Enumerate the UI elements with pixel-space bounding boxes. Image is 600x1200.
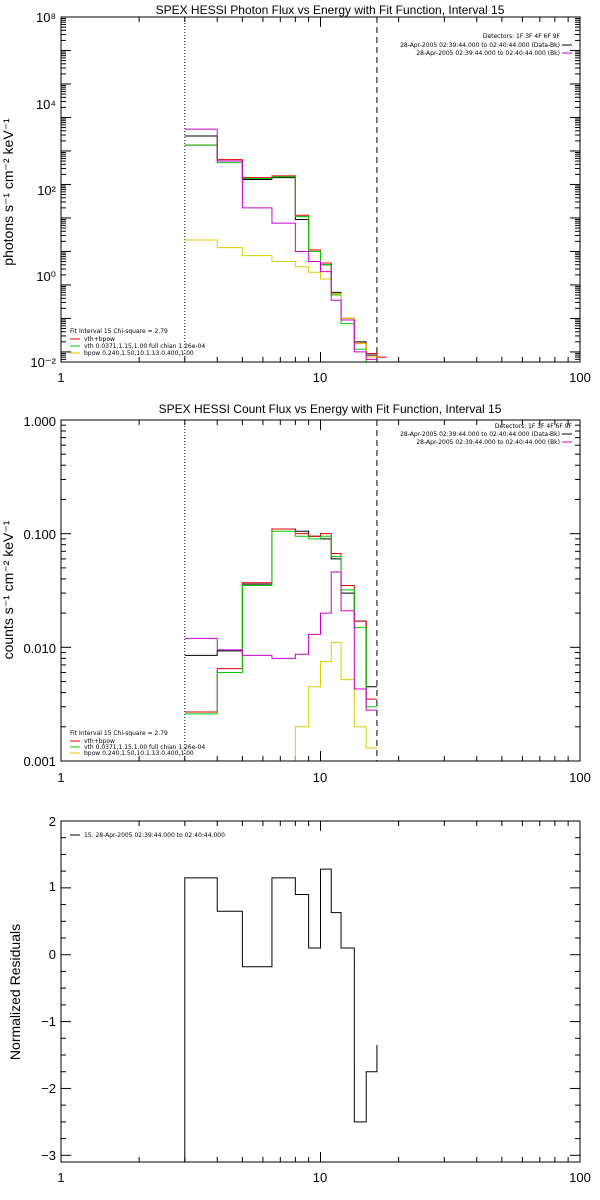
photon-flux-legend-vthbpow: vth+bpow — [84, 336, 115, 343]
photon-flux-xtick-100: 100 — [569, 370, 591, 385]
photon-flux-legend-bpow: bpow 0.240,1.50,10.1,13.0,400,1.00 — [84, 350, 194, 357]
photon-flux-ytick-1e2: 10² — [37, 183, 56, 198]
count-flux-xtick-100: 100 — [569, 770, 591, 785]
photon-flux-series-data-bk — [184, 135, 377, 356]
photon-flux-legend-bk: 28-Apr-2005 02:39:44.000 to 02:40:44.000… — [416, 50, 560, 57]
count-flux-ytick-1.000: 1.000 — [23, 414, 56, 429]
count-flux-series-vth — [184, 530, 377, 715]
count-flux-xtick-10: 10 — [313, 770, 327, 785]
count-flux-series-bk — [184, 571, 377, 711]
photon-flux-xtick-10: 10 — [313, 370, 327, 385]
count-flux-legend-bk: 28-Apr-2005 02:39:44.000 to 02:40:44.000… — [416, 439, 560, 446]
residuals-ytick-2: 2 — [49, 814, 56, 829]
count-flux-axes — [60, 419, 581, 762]
residuals-ylabel: Normalized Residuals — [7, 924, 23, 1060]
photon-flux-ytick-1e-2: 10⁻² — [30, 355, 56, 370]
photon-flux-legend-databk: 28-Apr-2005 02:39:44.000 to 02:40:44.000… — [400, 42, 560, 49]
count-flux-title: SPEX HESSI Count Flux vs Energy with Fit… — [159, 402, 502, 416]
count-flux-series-data-bk — [184, 528, 377, 688]
photon-flux-xtick-1: 1 — [57, 370, 64, 385]
count-flux-ylabel: counts s⁻¹ cm⁻² keV⁻¹ — [0, 520, 16, 659]
count-flux-legend-detectors: Detectors: 1F 3F 4F 6F 9F — [495, 423, 573, 430]
residuals-series-15-28-apr-2005-02-39-44-000-to-02-40-44-000 — [184, 868, 378, 1162]
count-flux-series-vth-bpow — [184, 528, 377, 713]
count-flux-legend-vthbpow: vth+bpow — [84, 738, 115, 745]
residuals-ytick-m1: −1 — [41, 1014, 56, 1029]
residuals-ytick-0: 0 — [49, 947, 56, 962]
residuals-ytick-m3: −3 — [41, 1148, 56, 1163]
photon-flux-ylabel: photons s⁻¹ cm⁻² keV⁻¹ — [0, 118, 16, 266]
photon-flux-ytick-1e4: 10⁴ — [36, 97, 56, 112]
count-flux-legend-vth: vth 0.0371,1.15,1.00 full chian 1.26e-04 — [84, 744, 205, 751]
photon-flux-series-bk — [184, 128, 377, 360]
count-flux-xtick-1: 1 — [57, 770, 64, 785]
count-flux-ytick-0.010: 0.010 — [23, 641, 56, 656]
residuals-legend-label: 15. 28-Apr-2005 02:39:44.000 to 02:40:44… — [84, 832, 225, 839]
count-flux-panel: SPEX HESSI Count Flux vs Energy with Fit… — [0, 402, 591, 785]
residuals-axes — [60, 820, 581, 1163]
photon-flux-legend-detectors: Detectors: 1F 3F 4F 6F 9F — [483, 33, 561, 40]
photon-flux-panel: SPEX HESSI Photon Flux vs Energy with Fi… — [0, 3, 591, 385]
photon-flux-title: SPEX HESSI Photon Flux vs Energy with Fi… — [156, 3, 505, 17]
residuals-xtick-10: 10 — [313, 1170, 327, 1185]
count-flux-fit-interval: Fit Interval 15 Chi-square = 2.79 — [70, 730, 168, 737]
photon-flux-legend-vth: vth 0.0371,1.15,1.00 full chian 1.26e-04 — [84, 343, 205, 350]
photon-flux-axes — [60, 16, 581, 363]
count-flux-series-bpow — [271, 642, 377, 762]
count-flux-ytick-0.001: 0.001 — [23, 754, 56, 769]
residuals-xtick-100: 100 — [569, 1170, 591, 1185]
photon-flux-ytick-1e8: 10⁸ — [36, 10, 56, 25]
photon-flux-ytick-1e0: 10⁰ — [36, 269, 56, 284]
photon-flux-series-bpow — [184, 239, 377, 358]
count-flux-legend-bpow: bpow 0.240,1.50,10.1,13.0,400,1.00 — [84, 750, 194, 757]
residuals-xtick-1: 1 — [57, 1170, 64, 1185]
photon-flux-fit-interval: Fit Interval 15 Chi-square = 2.79 — [70, 328, 168, 335]
residuals-ytick-m2: −2 — [41, 1081, 56, 1096]
count-flux-legend-databk: 28-Apr-2005 02:39:44.000 to 02:40:44.000… — [400, 431, 560, 438]
residuals-ytick-1: 1 — [49, 879, 56, 894]
residuals-panel: Normalized Residuals 1 10 100 −3 −2 −1 0… — [7, 814, 591, 1185]
count-flux-ytick-0.100: 0.100 — [23, 527, 56, 542]
